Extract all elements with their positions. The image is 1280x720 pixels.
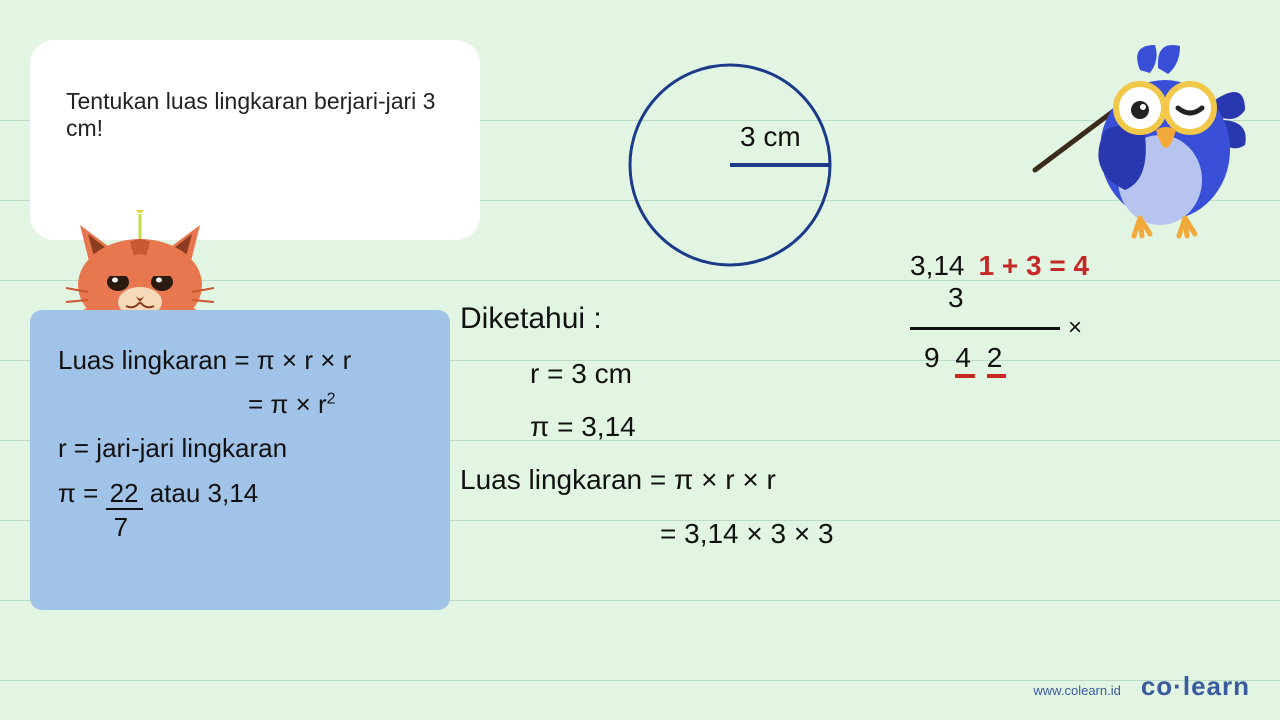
footer-logo: co·learn: [1141, 671, 1250, 702]
formula-card: Luas lingkaran = π × r × r = π × r2 r = …: [30, 310, 450, 610]
question-text: Tentukan luas lingkaran berjari-jari 3 c…: [66, 88, 444, 142]
working-r: r = 3 cm: [460, 347, 960, 400]
working-sub: = 3,14 × 3 × 3: [460, 507, 960, 560]
mult-top: 3,14: [910, 250, 965, 282]
footer: www.colearn.id co·learn: [1033, 671, 1250, 702]
multiplication-work: 3,14 1 + 3 = 4 3 × 9 4 2: [910, 250, 1130, 374]
diketahui-label: Diketahui :: [460, 290, 960, 347]
solution-working: Diketahui : r = 3 cm π = 3,14 Luas lingk…: [460, 290, 960, 560]
mult-mid: 3: [910, 282, 1130, 314]
mult-carry: 1 + 3 = 4: [979, 250, 1090, 282]
formula-line-4: π = 22 7 atau 3,14: [58, 471, 422, 515]
mult-result: 9 4 2: [910, 342, 1130, 374]
footer-url: www.colearn.id: [1033, 683, 1120, 698]
circle-diagram: 3 cm: [620, 55, 840, 275]
mult-line: [910, 327, 1060, 330]
working-pi: π = 3,14: [460, 400, 960, 453]
working-formula: Luas lingkaran = π × r × r: [460, 453, 960, 506]
times-symbol: ×: [1068, 314, 1082, 342]
formula-line-3: r = jari-jari lingkaran: [58, 426, 422, 470]
bird-mascot: [1030, 40, 1250, 240]
formula-line-2: = π × r2: [58, 382, 422, 426]
radius-label: 3 cm: [740, 121, 801, 153]
cat-mascot: [60, 210, 220, 320]
formula-line-1: Luas lingkaran = π × r × r: [58, 338, 422, 382]
